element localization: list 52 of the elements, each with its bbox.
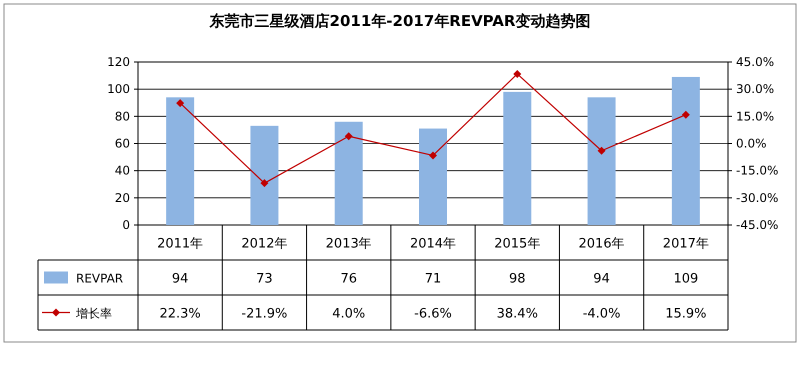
y2-tick-label: 30.0% bbox=[736, 82, 774, 96]
data-label: 4.0% bbox=[332, 306, 366, 322]
y-tick-label: 100 bbox=[107, 82, 130, 96]
data-label: -4.0% bbox=[582, 306, 620, 322]
data-label: 94 bbox=[172, 272, 188, 286]
bar bbox=[334, 122, 363, 225]
data-label: 109 bbox=[673, 272, 698, 286]
y2-tick-label: 15.0% bbox=[736, 109, 774, 124]
x-tick-label: 2016年 bbox=[578, 236, 625, 252]
data-label: 38.4% bbox=[496, 306, 538, 322]
bar bbox=[419, 128, 447, 225]
y-tick-label: 80 bbox=[114, 109, 130, 124]
data-label: 22.3% bbox=[159, 306, 201, 322]
data-label: 15.9% bbox=[665, 306, 707, 322]
legend-label: REVPAR bbox=[76, 272, 124, 286]
y-tick-label: 120 bbox=[107, 55, 130, 69]
y-tick-label: 40 bbox=[114, 164, 130, 178]
y2-tick-label: 0.0% bbox=[736, 136, 766, 150]
x-tick-label: 2015年 bbox=[494, 236, 540, 252]
chart-title: 东莞市三星级酒店2011年-2017年REVPAR变动趋势图 bbox=[208, 12, 590, 30]
data-label: -21.9% bbox=[241, 306, 288, 322]
x-tick-label: 2011年 bbox=[157, 236, 204, 252]
bar bbox=[250, 126, 278, 225]
x-tick-label: 2013年 bbox=[326, 236, 372, 252]
y-tick-label: 60 bbox=[114, 136, 130, 150]
y2-tick-label: -30.0% bbox=[736, 190, 778, 205]
x-tick-label: 2014年 bbox=[410, 236, 456, 252]
y2-tick-label: -45.0% bbox=[736, 218, 778, 232]
bar bbox=[503, 92, 532, 225]
x-tick-label: 2012年 bbox=[241, 236, 288, 252]
y2-tick-label: -15.0% bbox=[736, 164, 778, 178]
bar bbox=[672, 76, 700, 225]
x-tick-label: 2017年 bbox=[662, 236, 709, 252]
point bbox=[682, 110, 690, 119]
data-label: 94 bbox=[593, 272, 610, 286]
bar bbox=[166, 97, 194, 225]
point bbox=[344, 132, 353, 140]
point bbox=[260, 179, 268, 188]
point bbox=[176, 99, 184, 108]
data-label: 73 bbox=[256, 272, 273, 286]
point bbox=[513, 70, 522, 78]
y2-tick-label: 45.0% bbox=[736, 55, 774, 69]
data-label: 71 bbox=[424, 272, 442, 286]
y-tick-label: 0 bbox=[122, 218, 130, 232]
point bbox=[429, 151, 437, 160]
legend-label: 增长率 bbox=[75, 306, 112, 320]
bar bbox=[588, 97, 616, 225]
data-label: -6.6% bbox=[414, 306, 452, 322]
data-label: 98 bbox=[509, 272, 526, 286]
y-tick-label: 20 bbox=[114, 190, 130, 205]
data-label: 76 bbox=[340, 272, 357, 286]
point bbox=[598, 146, 606, 155]
